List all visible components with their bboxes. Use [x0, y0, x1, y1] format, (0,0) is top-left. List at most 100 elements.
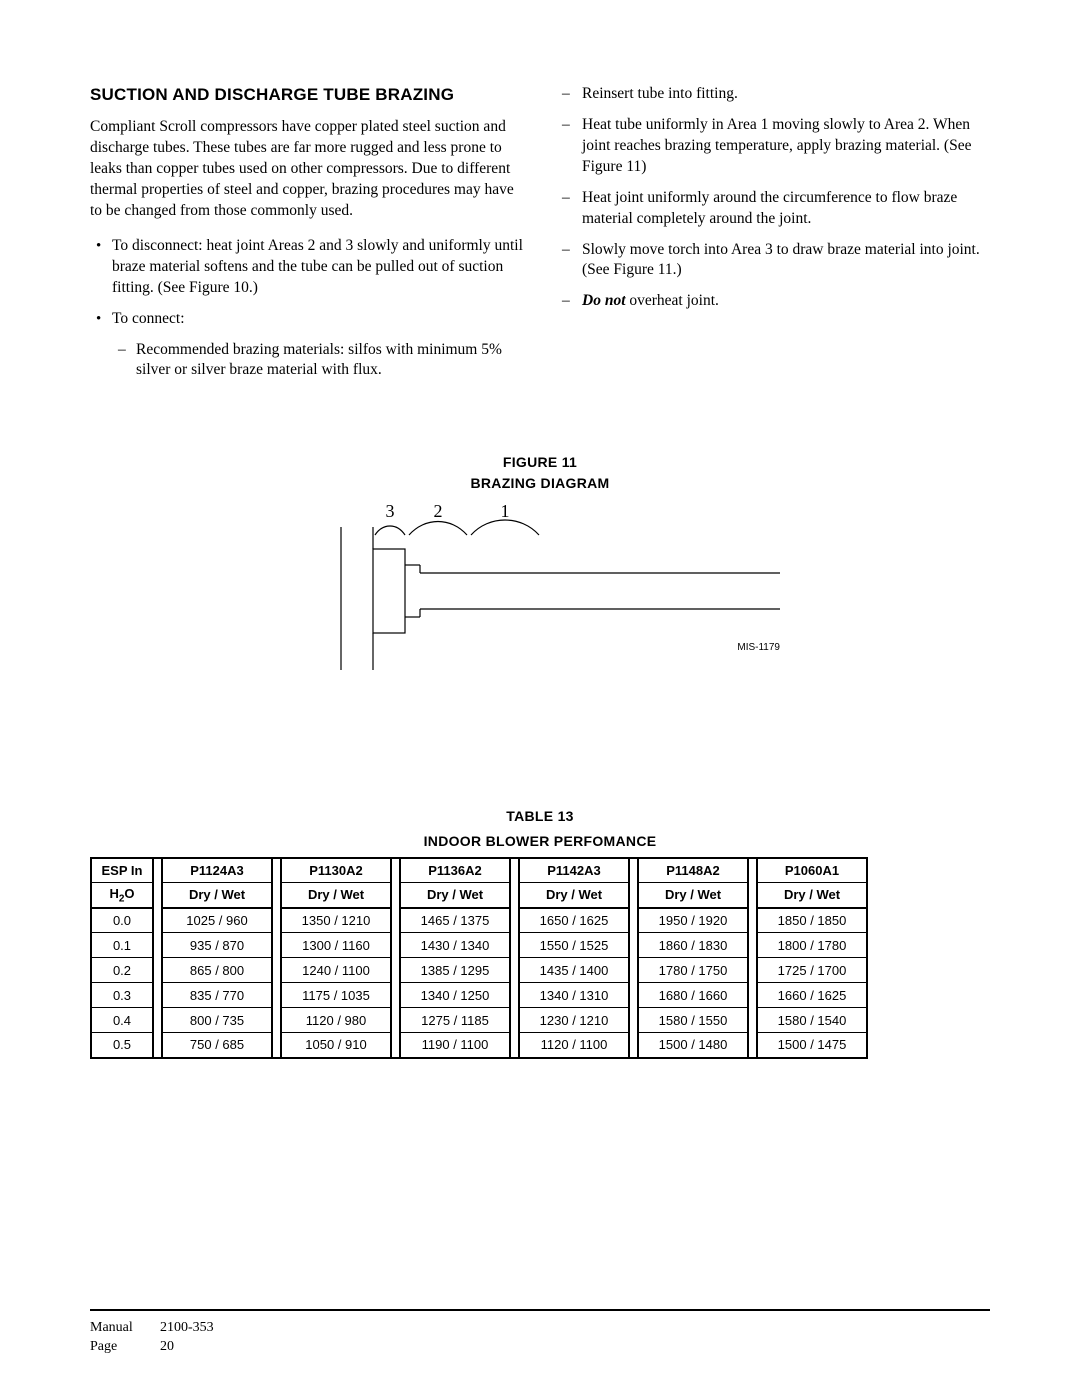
left-bullets: To disconnect: heat joint Areas 2 and 3 …	[90, 236, 526, 382]
footer-page-value: 20	[160, 1338, 174, 1357]
drywet-header: Dry / Wet	[757, 883, 867, 908]
bullet-connect: To connect: Recommended brazing material…	[90, 309, 526, 382]
model-col-2: P1136A2 Dry / Wet 1465 / 1375 1430 / 134…	[399, 857, 511, 1059]
drywet-header: Dry / Wet	[400, 883, 510, 908]
right-dash-list: Reinsert tube into fitting. Heat tube un…	[554, 84, 990, 312]
drywet-header: Dry / Wet	[638, 883, 748, 908]
model-header: P1060A1	[757, 858, 867, 883]
drywet-header: Dry / Wet	[162, 883, 272, 908]
table-13-block: TABLE 13 INDOOR BLOWER PERFOMANCE ESP In…	[90, 807, 990, 1059]
right-item-torch: Slowly move torch into Area 3 to draw br…	[554, 240, 990, 282]
two-column-body: SUCTION AND DISCHARGE TUBE BRAZING Compl…	[90, 84, 990, 391]
left-column: SUCTION AND DISCHARGE TUBE BRAZING Compl…	[90, 84, 526, 391]
model-col-1: P1130A2 Dry / Wet 1350 / 1210 1300 / 116…	[280, 857, 392, 1059]
brazing-diagram: 3 2 1 MIS-1179	[275, 495, 805, 677]
footer-manual-label: Manual	[90, 1319, 150, 1338]
table-separator	[630, 857, 637, 1059]
data-cell: 1580 / 1550	[638, 1008, 748, 1033]
data-cell: 1230 / 1210	[519, 1008, 629, 1033]
data-cell: 1340 / 1310	[519, 983, 629, 1008]
data-cell: 1385 / 1295	[400, 958, 510, 983]
esp-column-group: ESP In H2O 0.0 0.1 0.2 0.3 0.4 0.5	[90, 857, 154, 1059]
data-cell: 865 / 800	[162, 958, 272, 983]
figure-label-1: FIGURE 11	[90, 453, 990, 472]
connect-sublist: Recommended brazing materials: silfos wi…	[112, 340, 526, 382]
data-cell: 1465 / 1375	[400, 908, 510, 933]
data-cell: 1435 / 1400	[519, 958, 629, 983]
model-header: P1142A3	[519, 858, 629, 883]
model-col-3: P1142A3 Dry / Wet 1650 / 1625 1550 / 152…	[518, 857, 630, 1059]
table-separator	[273, 857, 280, 1059]
data-cell: 1580 / 1540	[757, 1008, 867, 1033]
data-cell: 1350 / 1210	[281, 908, 391, 933]
table-separator	[511, 857, 518, 1059]
data-cell: 1500 / 1475	[757, 1033, 867, 1058]
area-label-3: 3	[386, 501, 395, 521]
figure-code: MIS-1179	[737, 642, 780, 653]
esp-h: H	[109, 886, 118, 901]
data-cell: 1275 / 1185	[400, 1008, 510, 1033]
esp-body: 0.0 0.1 0.2 0.3 0.4 0.5	[91, 908, 153, 1058]
area-label-2: 2	[434, 501, 443, 521]
section-title: SUCTION AND DISCHARGE TUBE BRAZING	[90, 84, 526, 105]
data-cell: 1190 / 1100	[400, 1033, 510, 1058]
table-label-2: INDOOR BLOWER PERFOMANCE	[90, 832, 990, 851]
model-col-0: P1124A3 Dry / Wet 1025 / 960 935 / 870 8…	[161, 857, 273, 1059]
data-cell: 1120 / 980	[281, 1008, 391, 1033]
bullet-disconnect: To disconnect: heat joint Areas 2 and 3 …	[90, 236, 526, 299]
drywet-header: Dry / Wet	[519, 883, 629, 908]
data-cell: 1025 / 960	[162, 908, 272, 933]
esp-cell: 0.4	[91, 1008, 153, 1033]
data-cell: 1860 / 1830	[638, 933, 748, 958]
data-cell: 1430 / 1340	[400, 933, 510, 958]
page-footer: Manual 2100-353 Page 20	[90, 1309, 990, 1357]
esp-cell: 0.2	[91, 958, 153, 983]
connect-sub-item: Recommended brazing materials: silfos wi…	[112, 340, 526, 382]
data-cell: 1120 / 1100	[519, 1033, 629, 1058]
table-separator	[749, 857, 756, 1059]
data-cell: 1780 / 1750	[638, 958, 748, 983]
esp-o: O	[124, 886, 134, 901]
table-separator	[392, 857, 399, 1059]
model-header: P1148A2	[638, 858, 748, 883]
area-label-1: 1	[501, 501, 510, 521]
figure-label-2: BRAZING DIAGRAM	[90, 474, 990, 493]
data-cell: 1340 / 1250	[400, 983, 510, 1008]
do-not-emphasis: Do not	[582, 292, 626, 309]
table-label-1: TABLE 13	[90, 807, 990, 826]
model-col-4: P1148A2 Dry / Wet 1950 / 1920 1860 / 183…	[637, 857, 749, 1059]
model-header: P1136A2	[400, 858, 510, 883]
brazing-diagram-svg: 3 2 1 MIS-1179	[275, 495, 805, 670]
data-cell: 1300 / 1160	[281, 933, 391, 958]
data-cell: 1660 / 1625	[757, 983, 867, 1008]
right-item-reinsert: Reinsert tube into fitting.	[554, 84, 990, 105]
data-cell: 1175 / 1035	[281, 983, 391, 1008]
figure-11-block: FIGURE 11 BRAZING DIAGRAM	[90, 453, 990, 677]
bullet-connect-text: To connect:	[112, 310, 185, 327]
intro-paragraph: Compliant Scroll compressors have copper…	[90, 117, 526, 222]
data-cell: 750 / 685	[162, 1033, 272, 1058]
right-column: Reinsert tube into fitting. Heat tube un…	[554, 84, 990, 391]
data-cell: 835 / 770	[162, 983, 272, 1008]
esp-cell: 0.0	[91, 908, 153, 933]
overheat-rest: overheat joint.	[626, 292, 719, 309]
esp-cell: 0.3	[91, 983, 153, 1008]
data-cell: 1550 / 1525	[519, 933, 629, 958]
esp-cell: 0.5	[91, 1033, 153, 1058]
model-col-5: P1060A1 Dry / Wet 1850 / 1850 1800 / 178…	[756, 857, 868, 1059]
data-cell: 1850 / 1850	[757, 908, 867, 933]
data-cell: 1050 / 910	[281, 1033, 391, 1058]
data-cell: 1800 / 1780	[757, 933, 867, 958]
right-item-heat-tube: Heat tube uniformly in Area 1 moving slo…	[554, 115, 990, 178]
data-cell: 1500 / 1480	[638, 1033, 748, 1058]
right-item-overheat: Do not overheat joint.	[554, 291, 990, 312]
esp-header-2: H2O	[91, 883, 153, 908]
data-cell: 800 / 735	[162, 1008, 272, 1033]
data-cell: 1240 / 1100	[281, 958, 391, 983]
model-header: P1124A3	[162, 858, 272, 883]
data-cell: 1680 / 1660	[638, 983, 748, 1008]
performance-table: ESP In H2O 0.0 0.1 0.2 0.3 0.4 0.5 P1124…	[90, 857, 990, 1059]
esp-header-1: ESP In	[91, 858, 153, 883]
footer-page-label: Page	[90, 1338, 150, 1357]
drywet-header: Dry / Wet	[281, 883, 391, 908]
